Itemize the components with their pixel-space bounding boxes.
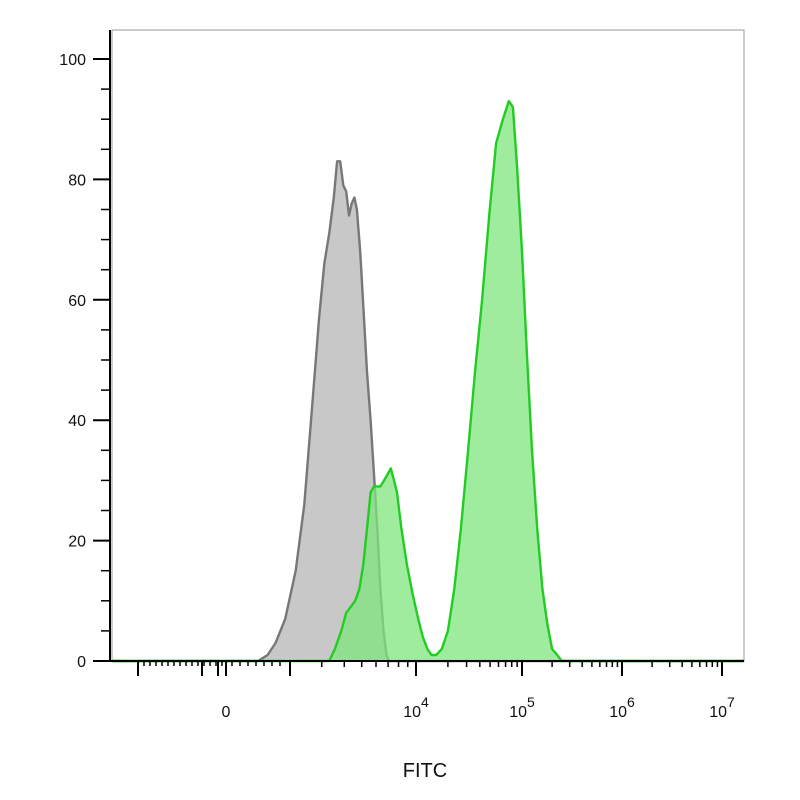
y-tick-label: 40 <box>68 413 86 430</box>
y-tick-label: 20 <box>68 534 86 551</box>
y-axis: 0 20 40 60 80 100 <box>59 30 111 671</box>
series-layer <box>112 99 744 663</box>
series-2-line <box>112 99 744 663</box>
x-axis-title: FITC <box>403 760 447 782</box>
y-tick-label: 60 <box>68 293 86 310</box>
y-tick-label: 100 <box>59 52 86 69</box>
x-tick-label: 0 <box>222 704 231 721</box>
x-tick-label: 106 <box>609 694 635 721</box>
x-tick-label: 107 <box>709 694 735 721</box>
x-tick-label: 105 <box>509 694 535 721</box>
plot-area <box>111 29 745 662</box>
x-tick-label: 104 <box>403 694 429 721</box>
y-tick-label: 0 <box>77 654 86 671</box>
y-tick-label: 80 <box>68 172 86 189</box>
x-axis: 0 104 105 106 107 <box>110 660 744 721</box>
